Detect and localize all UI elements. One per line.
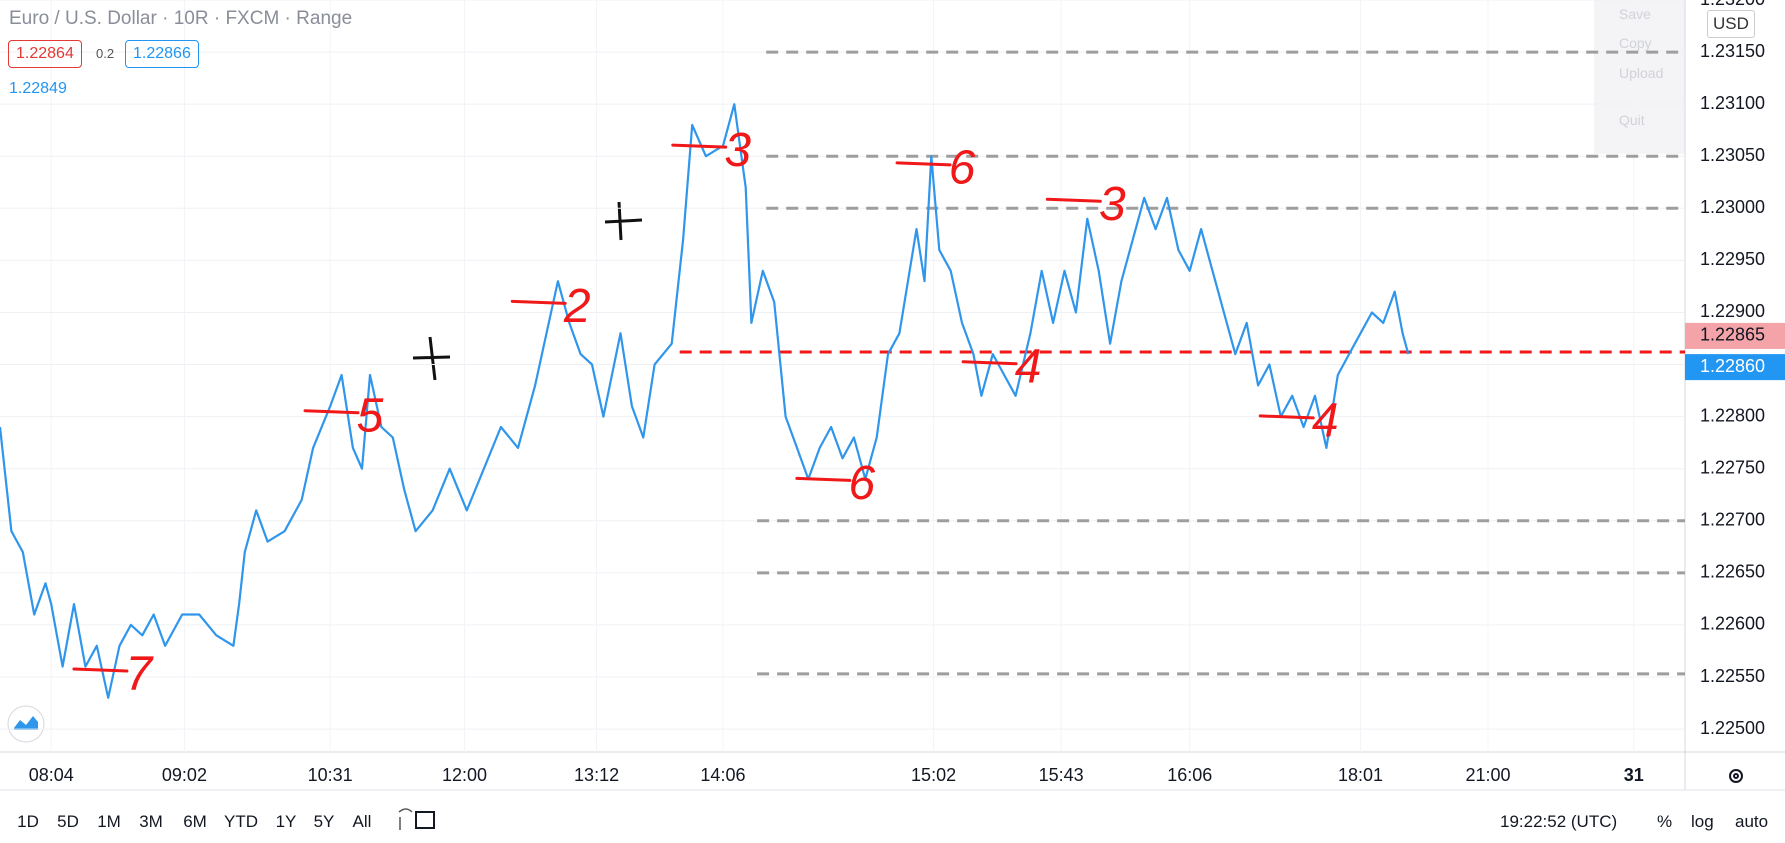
y-tick-label: 1.22800 [1700, 405, 1765, 425]
x-tick-label: 13:12 [574, 765, 619, 785]
menu-panel [1594, 0, 1685, 154]
annotation-stroke [895, 161, 952, 167]
last-price: 1.22849 [9, 80, 67, 97]
y-tick-label: 1.22550 [1700, 666, 1765, 686]
annotation: 6 [949, 141, 976, 194]
percent-toggle[interactable]: % [1657, 812, 1673, 831]
x-tick-label: 09:02 [162, 765, 207, 785]
x-tick-label: 08:04 [29, 765, 74, 785]
plot-layer: 1.22500 1.22550 1.22600 1.22650 1.22700 1.227… [0, 0, 1785, 785]
annotation: 5 [357, 389, 384, 442]
x-tick-label: 21:00 [1466, 765, 1511, 785]
y-tick-label: 1.23050 [1700, 145, 1765, 165]
hide-icon[interactable] [398, 808, 413, 830]
clock: 19:22:52 (UTC) [1500, 812, 1618, 831]
y-tick-label: 1.23000 [1700, 197, 1765, 217]
menu-item[interactable]: Save [1619, 6, 1651, 22]
annotation-stroke [510, 299, 567, 305]
logo-button[interactable] [7, 705, 45, 743]
log-toggle[interactable]: log [1691, 812, 1714, 831]
x-tick-label: 18:01 [1338, 765, 1383, 785]
annotation-stroke [795, 476, 852, 482]
y-tick-label: 1.22650 [1700, 562, 1765, 582]
auto-toggle[interactable]: auto [1735, 812, 1769, 831]
x-tick-label: 15:43 [1039, 765, 1084, 785]
date-range-icon[interactable] [415, 811, 435, 829]
y-tick-label: 1.22500 [1700, 718, 1765, 738]
annotation: 4 [1312, 395, 1339, 448]
menu-item[interactable]: Quit [1619, 112, 1645, 128]
annotation-stroke [1258, 414, 1315, 420]
annotation: 3 [724, 124, 751, 177]
range-button[interactable]: 6M [183, 812, 207, 831]
ask-box[interactable]: 1.22866 [125, 40, 199, 68]
annotation-stroke [72, 667, 129, 673]
range-button[interactable]: 5D [57, 812, 79, 831]
y-tick-label: 1.23100 [1700, 93, 1765, 113]
y-tick-label: 1.22600 [1700, 614, 1765, 634]
annotation: 7 [126, 648, 155, 701]
cross-marks [412, 201, 643, 381]
x-tick-label: 12:00 [442, 765, 487, 785]
annotation-stroke [961, 360, 1018, 366]
y-tick-label: 1.23200 [1700, 0, 1765, 9]
y-tick-label: 1.22900 [1700, 301, 1765, 321]
spread: 0.2 [96, 46, 115, 61]
range-button[interactable]: All [352, 812, 372, 831]
annotation-stroke [671, 143, 728, 149]
symbol-title: Euro / U.S. Dollar · 10R · FXCM · Range [9, 8, 353, 29]
y-tick-label: 1.22750 [1700, 457, 1765, 477]
currency-button[interactable]: USD [1707, 10, 1755, 38]
annotation: 4 [1015, 340, 1042, 393]
range-button[interactable]: 5Y [313, 812, 335, 831]
x-tick-label: 31 [1624, 765, 1644, 785]
range-button[interactable]: YTD [224, 812, 258, 831]
y-tick-label: 1.23150 [1700, 41, 1765, 61]
price-label: 1.22865 [1700, 325, 1765, 345]
x-tick-label: 16:06 [1167, 765, 1212, 785]
range-button[interactable]: 3M [139, 812, 163, 831]
logo-icon [14, 716, 38, 730]
price-line [0, 103, 1410, 699]
annotation: 3 [1099, 178, 1126, 231]
x-tick-label: 10:31 [308, 765, 353, 785]
range-button[interactable]: 1Y [275, 812, 297, 831]
menu-item[interactable]: Upload [1619, 65, 1664, 81]
annotation-stroke [303, 409, 360, 415]
price-label-box [1685, 354, 1785, 381]
range-button[interactable]: 1D [17, 812, 39, 831]
settings-icon[interactable] [1729, 769, 1743, 783]
annotation-stroke [1045, 197, 1102, 203]
annotation: 6 [849, 457, 876, 510]
x-tick-label: 15:02 [911, 765, 956, 785]
bid-box[interactable]: 1.22864 [8, 40, 82, 68]
range-button[interactable]: 1M [97, 812, 121, 831]
y-tick-label: 1.22950 [1700, 249, 1765, 269]
annotation: 2 [563, 280, 591, 333]
y-tick-label: 1.22700 [1700, 510, 1765, 530]
menu-item[interactable]: Copy [1619, 35, 1652, 51]
x-tick-label: 14:06 [700, 765, 745, 785]
price-label-box [1685, 322, 1785, 349]
price-label: 1.22860 [1700, 356, 1765, 376]
